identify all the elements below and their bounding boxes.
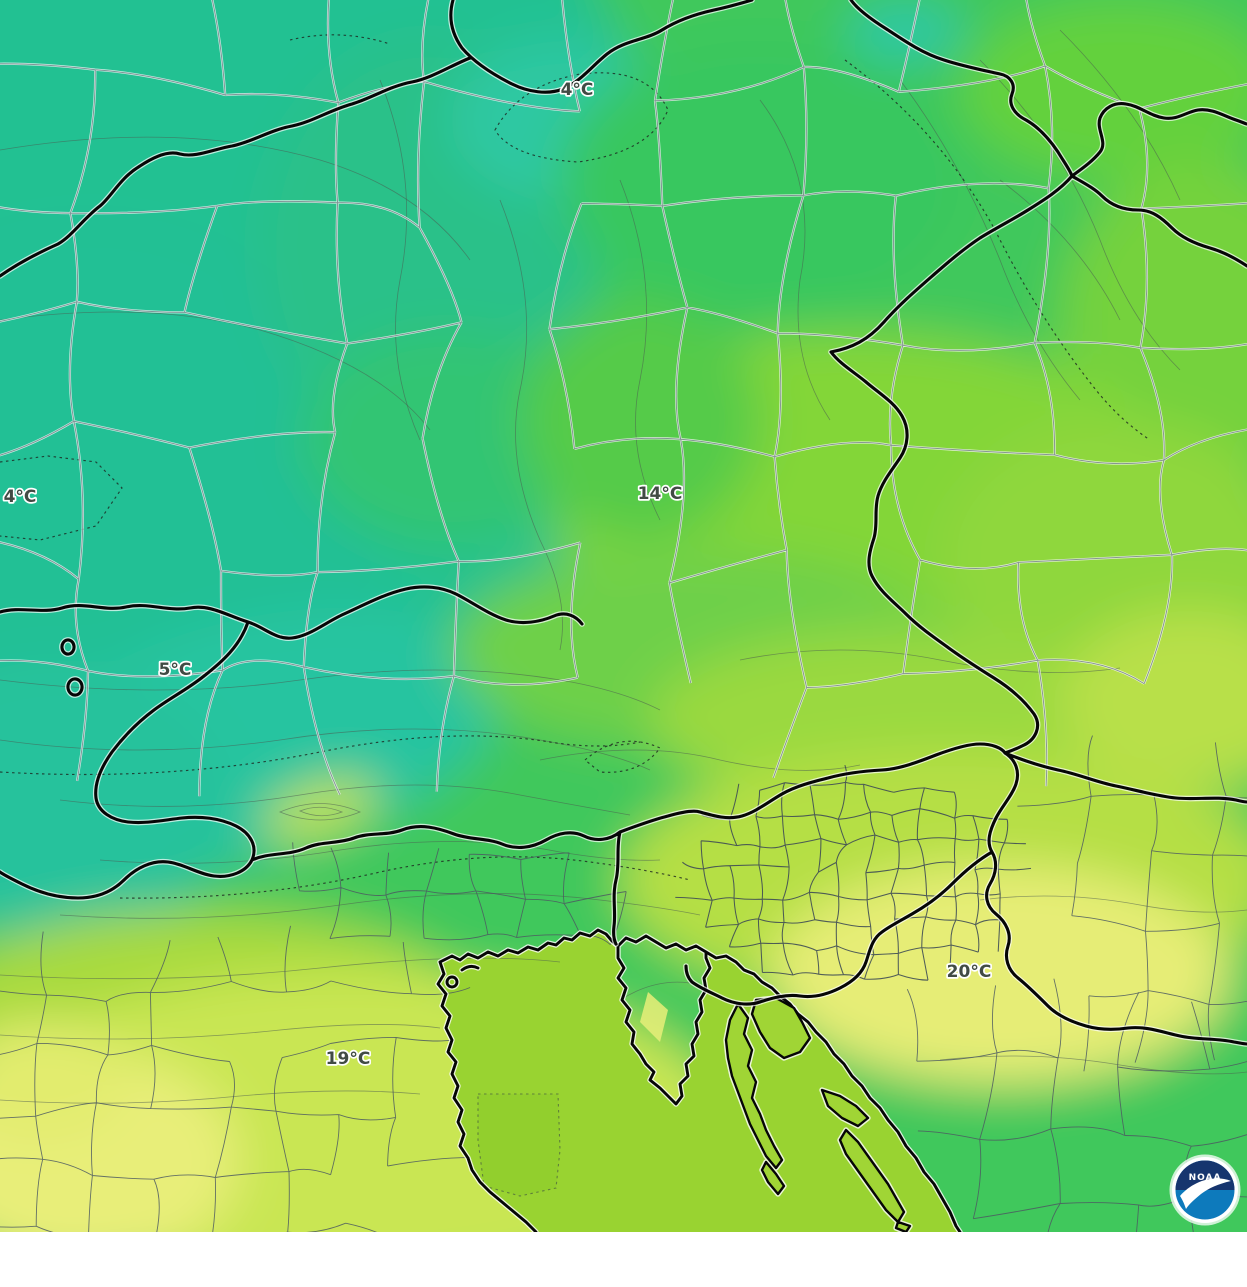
istria-warm-patch xyxy=(640,992,668,1042)
temp-label: 5°C xyxy=(159,660,192,680)
admin-borders-north xyxy=(0,0,1247,797)
contour-lines xyxy=(0,29,1247,1104)
map-canvas: 4°C 4°C 14°C 5°C 19°C 20°C NOAA xyxy=(0,0,1247,1232)
noaa-logo-text: NOAA xyxy=(1189,1173,1222,1183)
contour-lines-dashed xyxy=(0,34,1151,899)
legend-footer: −50−40−30−20−1001020304050 2.40 °C 20.70… xyxy=(0,1232,1247,1287)
temp-label: 20°C xyxy=(947,962,992,982)
admin-borders-po-valley xyxy=(0,925,471,1232)
temp-label: 14°C xyxy=(638,484,683,504)
temp-label: 4°C xyxy=(4,487,37,507)
temperature-labels: 4°C 4°C 14°C 5°C 19°C 20°C xyxy=(2,78,993,1070)
adriatic-sea xyxy=(438,930,960,1232)
temp-label: 19°C xyxy=(326,1049,371,1069)
temp-label: 4°C xyxy=(561,80,594,100)
noaa-seagull-icon xyxy=(1180,1178,1231,1209)
noaa-logo: NOAA xyxy=(1169,1154,1241,1226)
admin-borders-veneto xyxy=(292,842,627,945)
sea-analysis-box xyxy=(477,1093,561,1197)
